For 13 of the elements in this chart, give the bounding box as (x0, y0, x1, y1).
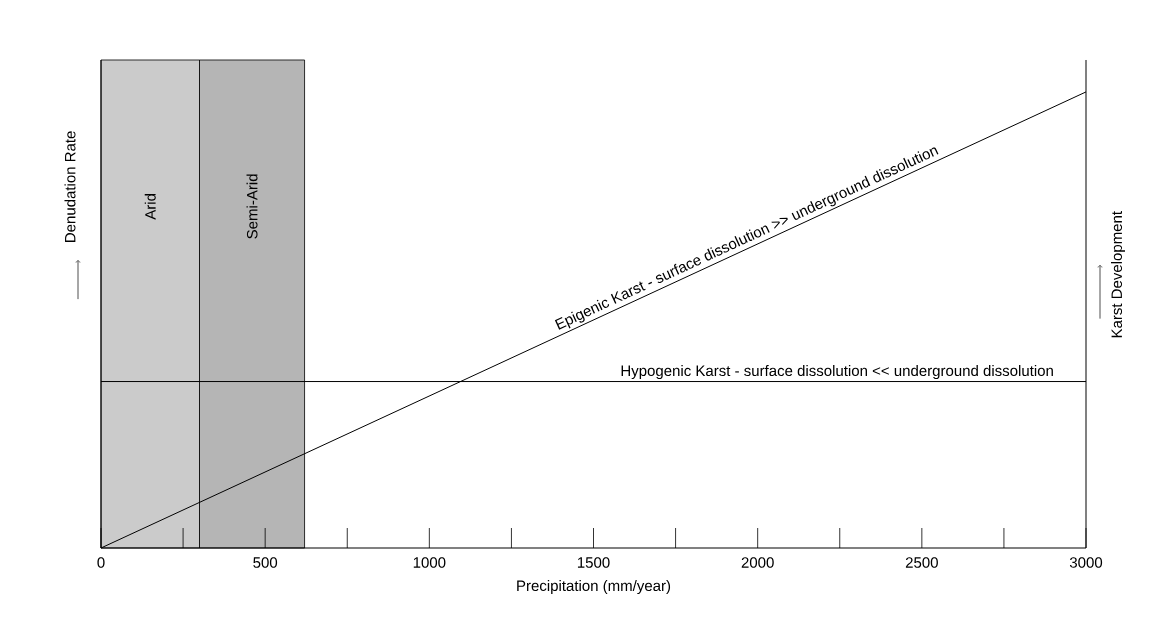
band-label: Arid (144, 194, 156, 220)
y-axis-title: Denudation Rate (64, 131, 76, 242)
x-axis-title: Precipitation (mm/year) (517, 580, 671, 594)
y2-axis-title: Karst Development (1111, 211, 1125, 338)
x-tick-label: 1500 (577, 557, 610, 568)
x-tick-label: 0 (97, 557, 105, 568)
band-label: Semi-Arid (246, 174, 258, 239)
x-tick-label: 2000 (741, 557, 774, 568)
series-label: Hypogenic Karst - surface dissolution << underground dissolution (621, 365, 1053, 380)
x-tick-label: 2500 (905, 557, 938, 568)
x-tick-label: 1000 (413, 557, 446, 568)
x-tick-label: 3000 (1069, 557, 1103, 568)
x-tick-label: 500 (253, 557, 278, 568)
